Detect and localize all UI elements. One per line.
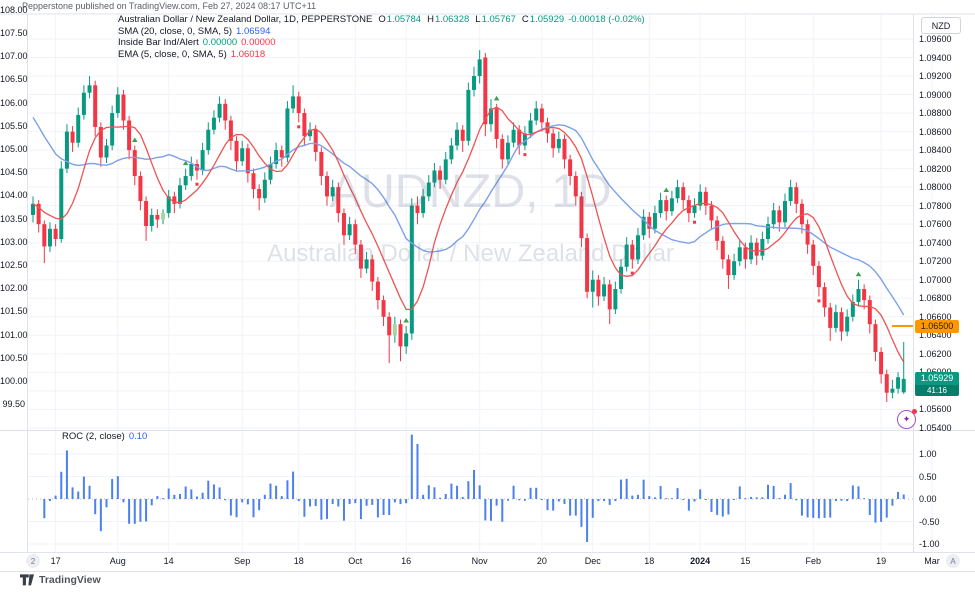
ohlc-open-key: O: [378, 14, 386, 25]
last-price-value: 1.05929: [915, 371, 959, 385]
ohlc-close-value: 1.05929: [529, 14, 565, 25]
symbol-title: Australian Dollar / New Zealand Dollar, …: [118, 14, 373, 25]
timeframe-badge[interactable]: 2: [26, 554, 40, 568]
notification-dot: [912, 409, 917, 414]
indicator-row-insidebar[interactable]: Inside Bar Ind/Alert 0.00000 0.00000: [118, 37, 276, 48]
publish-info: Pepperstone published on TradingView.com…: [22, 1, 317, 11]
indicator-row-ema[interactable]: EMA (5, close, 0, SMA, 5) 1.06018: [118, 48, 266, 60]
indicator-row-roc[interactable]: ROC (2, close) 0.10: [62, 431, 148, 442]
tradingview-logo-text: TradingView: [39, 574, 101, 586]
tradingview-logo-icon: [20, 574, 34, 586]
ohlc-close-key: C: [521, 14, 529, 25]
ohlc-low-key: L: [475, 14, 481, 25]
alert-price-label[interactable]: 1.06500: [915, 319, 959, 333]
change-value: -0.00018 (-0.02%): [568, 14, 645, 25]
sparkle-icon: ✦: [902, 414, 911, 424]
ohlc-open-value: 1.05784: [386, 14, 422, 25]
tradingview-logo[interactable]: TradingView: [20, 574, 101, 586]
ohlc-low-value: 1.05767: [481, 14, 516, 25]
ohlc-high-value: 1.06328: [434, 14, 470, 25]
bar-countdown: 41:16: [915, 384, 959, 396]
indicator-row-sma[interactable]: SMA (20, close, 0, SMA, 5) 1.06594: [118, 25, 271, 37]
chart-legend: Australian Dollar / New Zealand Dollar, …: [118, 14, 645, 60]
ohlc-high-key: H: [427, 14, 434, 25]
currency-scale-button[interactable]: NZD: [921, 17, 961, 34]
roc-value: 0.10: [128, 431, 148, 442]
insidebar-value-2: 0.00000: [241, 37, 276, 48]
last-price-badge[interactable]: 1.05929 41:16: [915, 371, 959, 396]
symbol-legend-row[interactable]: Australian Dollar / New Zealand Dollar, …: [118, 14, 645, 26]
auto-scale-badge[interactable]: A: [946, 554, 960, 568]
assistant-icon[interactable]: ✦: [897, 409, 917, 429]
insidebar-value-1: 0.00000: [202, 37, 238, 48]
sma-value: 1.06594: [236, 25, 271, 37]
ema-value: 1.06018: [230, 48, 266, 60]
